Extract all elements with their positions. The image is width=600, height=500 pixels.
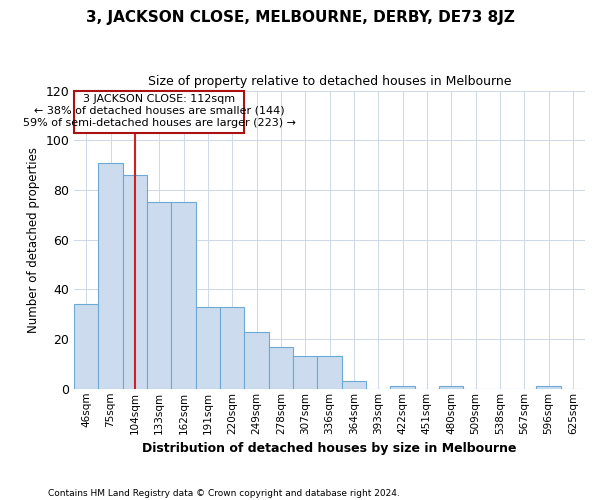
Bar	[196, 307, 220, 389]
Text: 3, JACKSON CLOSE, MELBOURNE, DERBY, DE73 8JZ: 3, JACKSON CLOSE, MELBOURNE, DERBY, DE73…	[86, 10, 514, 25]
Bar	[98, 162, 122, 389]
Bar	[391, 386, 415, 389]
Bar	[536, 386, 560, 389]
Bar	[293, 356, 317, 389]
Bar	[244, 332, 269, 389]
Bar	[122, 175, 147, 389]
Bar	[439, 386, 463, 389]
Bar	[269, 346, 293, 389]
Bar	[341, 382, 366, 389]
X-axis label: Distribution of detached houses by size in Melbourne: Distribution of detached houses by size …	[142, 442, 517, 455]
FancyBboxPatch shape	[74, 90, 244, 133]
Bar	[172, 202, 196, 389]
Text: 59% of semi-detached houses are larger (223) →: 59% of semi-detached houses are larger (…	[23, 118, 296, 128]
Title: Size of property relative to detached houses in Melbourne: Size of property relative to detached ho…	[148, 75, 511, 88]
Bar	[317, 356, 341, 389]
Y-axis label: Number of detached properties: Number of detached properties	[27, 146, 40, 332]
Bar	[220, 307, 244, 389]
Text: ← 38% of detached houses are smaller (144): ← 38% of detached houses are smaller (14…	[34, 106, 284, 116]
Text: Contains HM Land Registry data © Crown copyright and database right 2024.: Contains HM Land Registry data © Crown c…	[48, 488, 400, 498]
Bar	[74, 304, 98, 389]
Bar	[147, 202, 172, 389]
Text: 3 JACKSON CLOSE: 112sqm: 3 JACKSON CLOSE: 112sqm	[83, 94, 235, 104]
